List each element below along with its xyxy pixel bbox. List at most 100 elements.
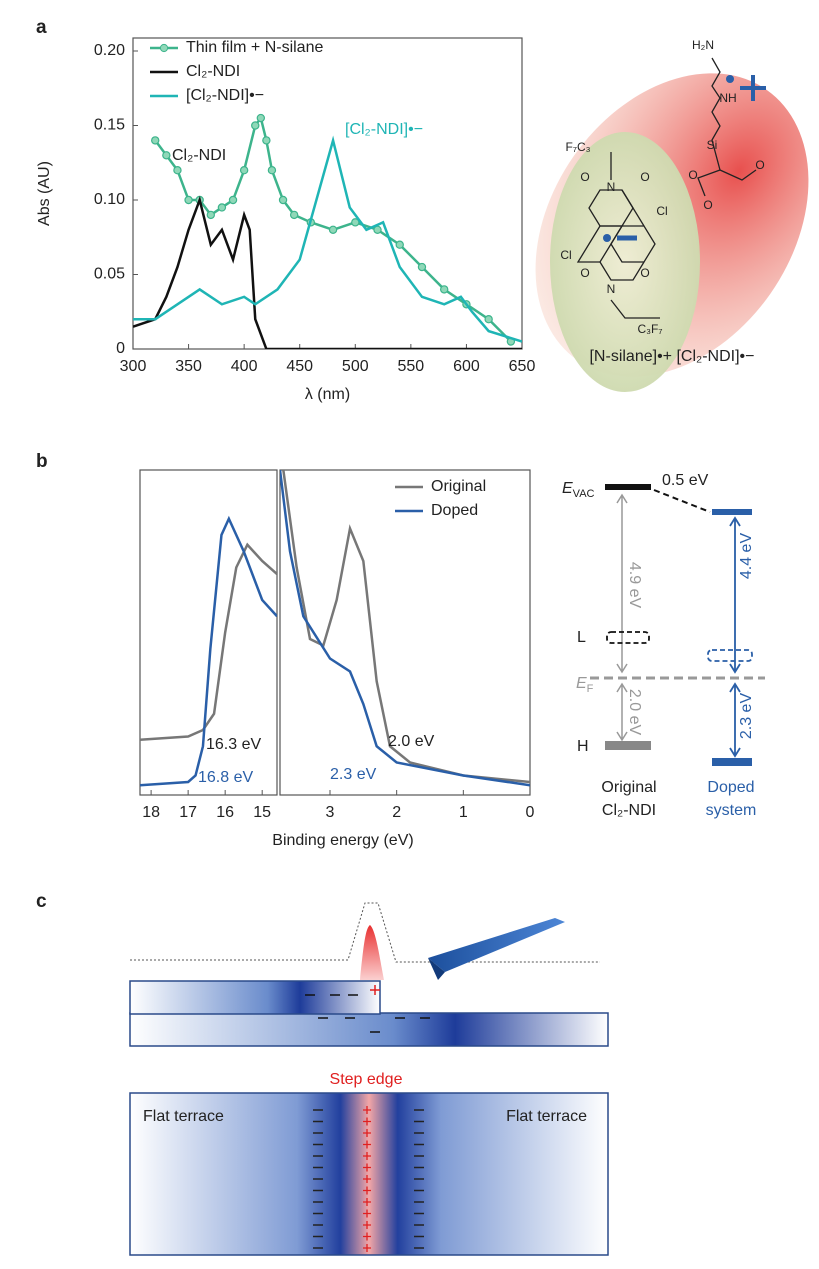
legend-label: Doped	[431, 502, 478, 519]
legend-label: Cl₂-NDI	[186, 63, 240, 80]
atom-label: O	[703, 198, 712, 212]
terrace-label: Flat terrace	[143, 1108, 224, 1125]
series-marker	[262, 136, 271, 145]
atom-label: N	[607, 180, 616, 194]
atom-label: O	[640, 170, 649, 184]
label-sub: F	[587, 683, 594, 695]
annotation: [Cl₂-NDI]•−	[345, 121, 423, 138]
atom-label: Cl	[656, 204, 667, 218]
series-marker	[173, 165, 182, 175]
atom-label: O	[580, 170, 589, 184]
series-marker	[256, 113, 266, 123]
x-tick-label: 450	[286, 358, 313, 375]
legend-label: [Cl₂-NDI]•−	[186, 87, 264, 104]
column-label: Cl₂-NDI	[602, 802, 656, 819]
label-sub: VAC	[573, 488, 595, 500]
x-tick-label: 16	[216, 804, 234, 821]
schematic	[129, 902, 609, 1256]
panel-label: c	[36, 891, 47, 912]
positive-charge	[363, 1232, 371, 1241]
series-line	[140, 542, 277, 741]
x-axis-label: Binding energy (eV)	[272, 832, 413, 849]
legend-label: Thin film + N-silane	[186, 39, 323, 56]
series-marker	[289, 210, 299, 220]
label-main: E	[576, 675, 587, 692]
x-tick-label: 3	[326, 804, 335, 821]
positive-charge	[363, 1221, 371, 1229]
atom-label: O	[640, 266, 649, 280]
gap-label: 2.0 eV	[626, 689, 643, 736]
gap-label: 4.9 eV	[626, 562, 643, 609]
lumo-label: L	[577, 629, 586, 646]
series-marker	[239, 165, 249, 175]
step-edge-label: Step edge	[330, 1071, 403, 1088]
y-tick-label: 0.20	[94, 42, 125, 59]
series-line	[282, 470, 530, 784]
x-tick-label: 350	[175, 358, 202, 375]
label-main: E	[562, 480, 573, 497]
x-tick-label: 500	[342, 358, 369, 375]
charges	[313, 1106, 424, 1252]
x-tick-label: 17	[179, 804, 197, 821]
atom-label: Cl	[560, 248, 571, 262]
panel-label: a	[36, 17, 47, 38]
series-line	[133, 135, 522, 343]
series-marker	[206, 210, 215, 220]
molecule-illustration	[535, 57, 809, 392]
plot-frame	[279, 469, 531, 796]
atom-label: N	[607, 282, 616, 296]
series-line	[133, 195, 522, 349]
series-marker	[151, 136, 160, 145]
atom-label: F₇C₃	[565, 140, 590, 154]
atom-label: Si	[707, 138, 718, 152]
terrace-label: Flat terrace	[506, 1108, 587, 1125]
atom-label: NH	[719, 91, 736, 105]
series-line	[140, 515, 277, 787]
annotation: 2.3 eV	[330, 766, 377, 783]
column-label: system	[706, 802, 757, 819]
gap-label: 4.4 eV	[738, 533, 755, 580]
positive-charge	[363, 1152, 371, 1160]
y-axis-label: Abs (AU)	[36, 161, 53, 226]
series-marker	[162, 151, 171, 160]
series-marker	[217, 203, 227, 212]
atom-label: O	[688, 168, 697, 182]
positive-charge	[363, 1186, 371, 1195]
annotation: Cl₂-NDI	[172, 147, 226, 164]
x-tick-label: 2	[392, 804, 401, 821]
x-tick-label: 650	[509, 358, 536, 375]
atom-label: C₃F₇	[637, 322, 662, 336]
homo-label: H	[577, 738, 589, 755]
positive-charge	[363, 1209, 371, 1218]
positive-charge	[363, 1129, 371, 1137]
legend-label: Original	[431, 478, 486, 495]
x-tick-label: 600	[453, 358, 480, 375]
legend-marker	[159, 43, 169, 53]
positive-charge	[363, 1117, 371, 1126]
series-marker	[184, 195, 193, 205]
annotation: 16.3 eV	[206, 736, 261, 753]
positive-charge	[363, 1244, 371, 1252]
x-tick-label: 300	[120, 358, 147, 375]
column-label: Doped	[707, 779, 754, 796]
positive-charge	[363, 1198, 371, 1206]
y-tick-label: 0.10	[94, 191, 125, 208]
series-marker	[267, 165, 277, 175]
series-line	[280, 470, 530, 787]
positive-charge	[363, 1175, 371, 1183]
positive-charge	[363, 1163, 371, 1172]
annotation: 2.0 eV	[388, 733, 435, 750]
annotation: 16.8 eV	[198, 769, 253, 786]
atom-label: O	[580, 266, 589, 280]
atom-label: O	[755, 158, 764, 172]
series-marker	[228, 195, 238, 205]
series-marker	[395, 240, 404, 249]
shift-label: 0.5 eV	[662, 472, 709, 489]
series-marker	[440, 285, 449, 294]
x-tick-label: 0	[526, 804, 535, 821]
column-label: Original	[601, 779, 656, 796]
molecule-caption: [N-silane]•+ [Cl₂-NDI]•−	[589, 348, 754, 365]
fermi-level-label: EF	[576, 675, 594, 695]
positive-charge	[363, 1140, 371, 1149]
x-tick-label: 15	[253, 804, 271, 821]
